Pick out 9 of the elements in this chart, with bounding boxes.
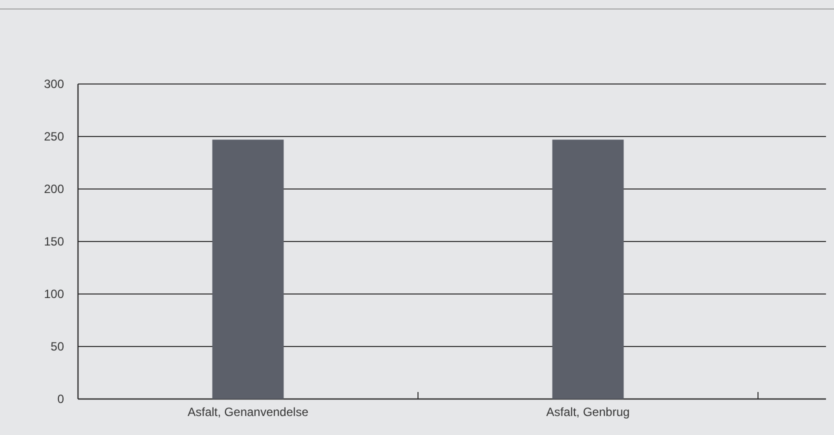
y-tick-label: 200 [44,182,64,196]
y-tick-label: 0 [57,392,64,406]
y-tick-label: 150 [44,234,64,249]
y-tick-label: 100 [44,287,64,302]
x-tick-label: Asfalt, Genanvendelse [188,405,309,419]
y-tick-label: 250 [44,130,64,144]
x-tick-label: Asfalt, Genbrug [546,405,630,419]
y-tick-label: 300 [44,77,64,92]
y-tick-label: 50 [50,340,64,354]
